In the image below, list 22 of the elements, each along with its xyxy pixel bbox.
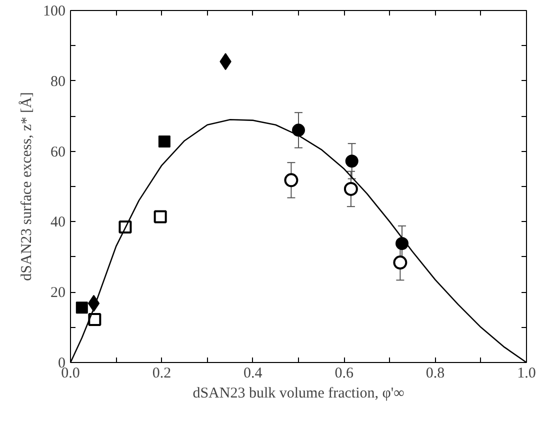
y-axis-title: dSAN23 surface excess, z* [Å] — [18, 92, 35, 281]
point — [292, 124, 305, 137]
y-tick-label: 40 — [50, 214, 66, 231]
point — [88, 313, 102, 326]
x-tick-label: 0.2 — [152, 366, 172, 382]
point — [344, 182, 358, 196]
y-tick-label: 20 — [50, 285, 66, 302]
x-tick-label: 0.8 — [426, 366, 445, 382]
x-tick-label: 0.6 — [334, 366, 354, 382]
y-tick-label: 80 — [50, 74, 66, 90]
point — [284, 173, 298, 188]
point — [396, 237, 409, 250]
y-tick-label: 60 — [50, 144, 66, 160]
y-tick-label: 100 — [43, 4, 66, 20]
x-tick-label: 0.4 — [244, 366, 263, 382]
x-axis-title: dSAN23 bulk volume fraction, φ'∞ — [192, 386, 405, 402]
point — [345, 154, 358, 168]
point — [158, 135, 170, 148]
point — [393, 256, 408, 270]
point — [154, 210, 167, 224]
point — [76, 302, 88, 314]
x-tick-label: 1.0 — [517, 366, 536, 382]
